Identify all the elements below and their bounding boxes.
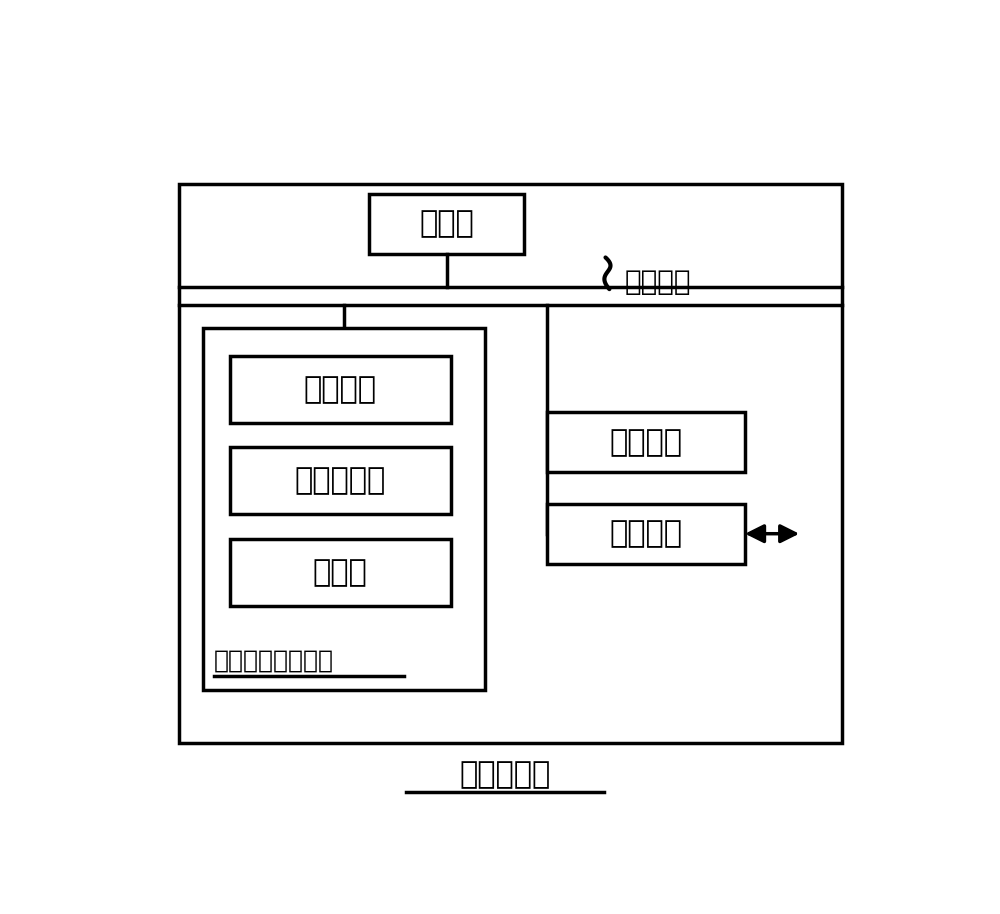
Text: 数据库: 数据库	[313, 558, 367, 587]
Bar	[179, 184, 842, 743]
Bar	[230, 448, 450, 515]
Bar	[202, 328, 485, 690]
Bar	[547, 412, 745, 473]
Bar	[369, 194, 524, 254]
Text: 操作系统: 操作系统	[304, 375, 377, 404]
Text: 系统总线: 系统总线	[625, 268, 691, 296]
Text: 处理器: 处理器	[419, 209, 474, 239]
Bar	[230, 539, 450, 606]
Text: 网络接口: 网络接口	[610, 519, 683, 548]
Bar	[230, 356, 450, 423]
Text: 计算机程序: 计算机程序	[294, 466, 386, 495]
Text: 非易失性存储介质: 非易失性存储介质	[214, 649, 334, 673]
Text: 计算机设备: 计算机设备	[459, 760, 550, 790]
Bar	[547, 504, 745, 564]
Text: 内存储器: 内存储器	[610, 428, 683, 457]
